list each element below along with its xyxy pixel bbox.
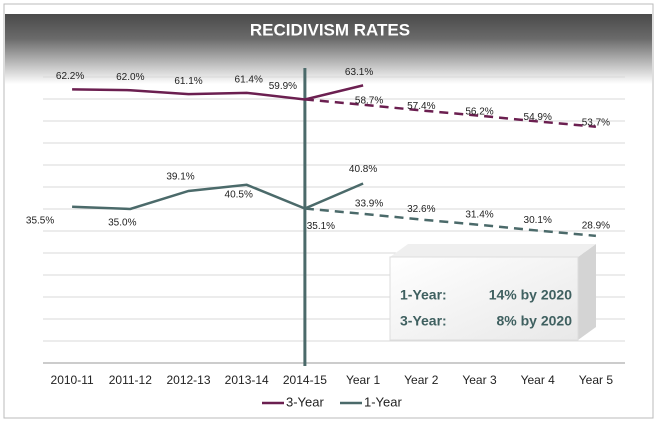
x-tick-label: 2014-15: [283, 373, 327, 387]
title-band: [5, 14, 652, 84]
x-tick-label: 2011-12: [109, 373, 152, 387]
data-label: 28.9%: [582, 220, 610, 231]
projection-line: [304, 207, 597, 238]
data-label: 53.7%: [582, 117, 610, 128]
data-label: 30.1%: [524, 215, 552, 226]
data-label: 35.1%: [307, 221, 335, 232]
box-side: [578, 244, 596, 340]
data-label: 62.2%: [56, 71, 84, 82]
data-label: 62.0%: [116, 72, 144, 83]
annotation-box: 1-Year: 14% by 2020 3-Year: 8% by 2020: [389, 244, 596, 341]
legend-label: 3-Year: [286, 394, 324, 409]
annotation-label: 1-Year:: [400, 287, 447, 303]
data-label: 63.1%: [345, 67, 373, 78]
data-label: 57.4%: [407, 101, 435, 112]
series-line: [72, 84, 364, 101]
data-label: 39.1%: [166, 172, 194, 183]
x-tick-label: 2012-13: [166, 373, 210, 387]
series-line: [72, 182, 364, 211]
x-tick-label: Year 2: [404, 373, 439, 387]
data-label: 35.5%: [26, 215, 54, 226]
data-label: 33.9%: [355, 198, 383, 209]
x-tick-label: 2010-11: [51, 373, 94, 387]
data-label: 61.4%: [235, 74, 263, 85]
chart-title: RECIDIVISM RATES: [250, 20, 410, 39]
projection-line: [304, 98, 597, 128]
annotation-text: 14% by 2020: [489, 287, 572, 303]
x-tick-label: Year 5: [579, 373, 614, 387]
data-label: 61.1%: [174, 76, 202, 87]
data-label: 59.9%: [269, 81, 297, 92]
data-label: 40.8%: [349, 164, 377, 175]
x-tick-label: Year 1: [346, 373, 381, 387]
box-top: [390, 244, 596, 257]
data-label: 54.9%: [524, 112, 552, 123]
data-label: 58.7%: [355, 95, 383, 106]
x-tick-label: 2013-14: [225, 373, 269, 387]
x-tick-label: Year 4: [521, 373, 556, 387]
annotation-text: 8% by 2020: [497, 313, 573, 329]
data-label: 40.5%: [225, 189, 253, 200]
data-label: 32.6%: [407, 204, 435, 215]
x-tick-label: Year 3: [462, 373, 497, 387]
data-label: 35.0%: [108, 218, 136, 229]
annotation-label: 3-Year:: [400, 313, 447, 329]
data-label: 56.2%: [465, 106, 493, 117]
legend-label: 1-Year: [364, 394, 402, 409]
box-front: [389, 256, 579, 341]
data-label: 31.4%: [465, 209, 493, 220]
